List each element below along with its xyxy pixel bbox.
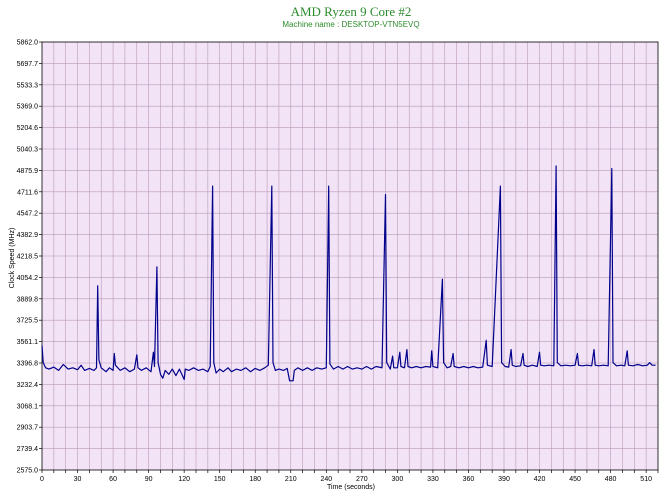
y-tick-label: 4875.9 [17, 168, 39, 175]
series-line-0 [41, 165, 656, 382]
y-tick-label: 5204.6 [17, 125, 39, 132]
x-tick-label: 120 [178, 476, 190, 483]
y-tick-label: 4054.2 [17, 275, 39, 282]
y-tick-label: 3889.8 [17, 296, 39, 303]
y-tick-label: 4218.5 [17, 254, 39, 261]
y-tick-label: 4711.6 [17, 189, 38, 196]
x-tick-label: 30 [74, 476, 82, 483]
x-tick-label: 420 [534, 476, 546, 483]
x-tick-label: 480 [605, 476, 617, 483]
y-tick-label: 5040.3 [17, 146, 39, 153]
y-tick-label: 3068.1 [17, 403, 39, 410]
x-tick-label: 390 [498, 476, 510, 483]
x-tick-label: 150 [214, 476, 226, 483]
y-tick-label: 3232.4 [17, 382, 39, 389]
y-tick-label: 5369.0 [17, 104, 39, 111]
x-tick-label: 270 [356, 476, 368, 483]
x-tick-label: 240 [320, 476, 332, 483]
y-tick-label: 5697.7 [17, 61, 39, 68]
x-tick-label: 180 [249, 476, 261, 483]
x-tick-label: 90 [145, 476, 153, 483]
y-tick-label: 4382.9 [17, 232, 39, 239]
chart-subtitle: Machine name : DESKTOP-VTN5EVQ [282, 20, 419, 29]
y-tick-label: 4547.2 [17, 211, 39, 218]
x-tick-label: 0 [40, 476, 44, 483]
y-tick-label: 5533.3 [17, 82, 39, 89]
x-tick-label: 510 [640, 476, 652, 483]
x-tick-label: 360 [463, 476, 475, 483]
x-tick-label: 330 [427, 476, 439, 483]
plot-area: 2575.0 2739.4 2903.7 3068.1 3232.4 3396.8 3561… [17, 40, 659, 483]
y-tick-label: 3725.5 [17, 318, 39, 325]
y-tick-label: 5862.0 [17, 40, 39, 47]
y-axis-label: Clock Speed (MHz) [9, 228, 16, 289]
x-tick-label: 210 [285, 476, 297, 483]
y-tick-label: 3396.8 [17, 360, 39, 367]
x-tick-label: 300 [392, 476, 404, 483]
plot-border [41, 41, 659, 471]
y-tick-label: 2903.7 [17, 425, 39, 432]
y-tick-label: 2739.4 [17, 446, 39, 453]
y-tick-label: 3561.1 [17, 339, 39, 346]
chart-title: AMD Ryzen 9 Core #2 [291, 4, 412, 19]
x-axis-label: Time (seconds) [327, 484, 375, 491]
x-tick-label: 450 [569, 476, 581, 483]
y-tick-label: 2575.0 [17, 468, 39, 475]
x-tick-label: 60 [109, 476, 117, 483]
